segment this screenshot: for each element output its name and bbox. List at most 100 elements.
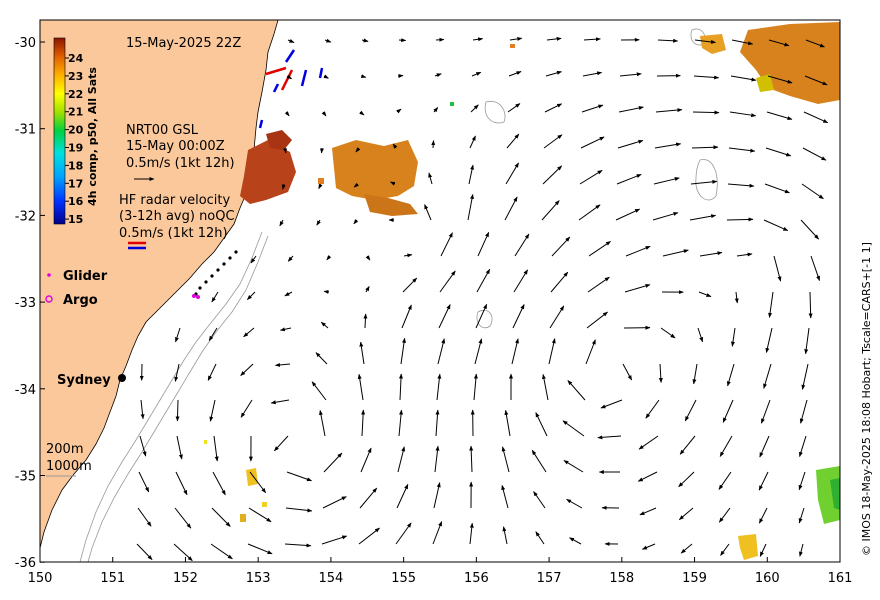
current-arrow <box>467 193 474 221</box>
current-arrow <box>662 249 689 257</box>
current-arrow <box>274 362 291 367</box>
current-arrow <box>798 507 805 524</box>
current-arrow <box>323 289 330 294</box>
current-arrow <box>138 471 150 493</box>
current-arrow <box>803 111 829 124</box>
current-arrow <box>316 219 321 226</box>
current-arrow <box>691 145 719 150</box>
current-arrow <box>549 305 565 329</box>
hf-title: HF radar velocity <box>119 193 231 208</box>
current-arrow <box>720 543 730 556</box>
current-arrow <box>535 412 548 437</box>
current-arrow <box>680 543 693 554</box>
bathymetry-contours <box>79 28 718 562</box>
current-arrow <box>175 399 180 422</box>
current-arrow <box>512 304 525 329</box>
current-arrow <box>281 183 286 190</box>
current-arrow <box>311 381 327 401</box>
current-arrow <box>274 435 289 452</box>
current-arrow <box>321 535 348 545</box>
x-tick-label: 157 <box>537 571 562 586</box>
current-arrow <box>730 75 757 82</box>
current-arrow <box>511 338 519 365</box>
current-arrow <box>600 399 623 409</box>
y-tick-label: -33 <box>15 296 36 311</box>
current-arrow <box>286 471 312 482</box>
argo-marker <box>45 295 53 303</box>
current-arrow <box>175 327 181 343</box>
argo-label: Argo <box>63 293 98 308</box>
current-arrow <box>639 507 657 516</box>
current-arrow <box>615 208 641 221</box>
current-arrow <box>637 471 658 482</box>
current-arrow <box>428 172 433 185</box>
glider-label: Glider <box>63 269 108 284</box>
current-arrow <box>326 255 332 261</box>
current-arrow <box>209 399 216 422</box>
current-arrow <box>679 435 696 455</box>
current-arrow <box>766 111 793 120</box>
gsl-scale: 0.5m/s (1kt 12h) <box>126 156 235 171</box>
current-arrow <box>435 409 440 437</box>
current-arrow <box>365 285 370 293</box>
current-arrow <box>587 276 610 293</box>
current-arrow <box>174 363 180 382</box>
current-arrow <box>759 435 770 458</box>
current-arrow <box>323 74 329 79</box>
colorbar-tick-label: 16 <box>68 195 84 208</box>
plot-area <box>40 20 840 562</box>
current-arrow <box>359 487 378 509</box>
credit-text: © IMOS 18-May-2025 18:08 Hobart; Tscale=… <box>860 242 873 556</box>
current-arrow <box>728 147 756 153</box>
current-arrow <box>765 327 773 354</box>
current-arrow <box>718 471 732 490</box>
current-arrow <box>719 435 733 457</box>
current-arrow <box>660 327 676 339</box>
current-arrow <box>543 134 563 149</box>
current-arrow <box>175 471 188 496</box>
current-arrow <box>504 409 511 437</box>
current-arrow <box>402 277 418 293</box>
colorbar-ticks: 24 23 22 21 20 19 18 17 16 15 <box>65 52 84 226</box>
depth-200-label: 200m <box>46 442 83 457</box>
current-arrow <box>618 106 644 113</box>
current-arrow <box>403 253 413 258</box>
current-arrow <box>653 177 680 185</box>
sydney-label: Sydney <box>57 373 111 388</box>
depth-legend: 200m 1000m <box>46 442 92 477</box>
current-arrow <box>318 409 326 437</box>
current-arrow <box>396 483 409 509</box>
gsl-date: 15-May 00:00Z <box>126 139 225 154</box>
x-tick-label: 154 <box>318 571 343 586</box>
current-arrow <box>768 39 790 47</box>
current-arrow <box>173 543 193 561</box>
current-arrow <box>472 37 484 42</box>
current-arrow <box>398 373 403 401</box>
current-arrow <box>505 162 519 185</box>
x-tick-label: 152 <box>173 571 198 586</box>
current-arrow <box>531 449 547 473</box>
colorbar: 24 23 22 21 20 19 18 17 16 15 4h comp, p50, All S… <box>53 37 99 226</box>
current-arrow <box>692 110 720 115</box>
current-arrow <box>246 291 256 300</box>
map-title: 15-May-2025 22Z <box>126 36 241 51</box>
current-arrow <box>689 214 717 221</box>
current-arrow <box>358 527 380 545</box>
hf-subtitle: (3-12h avg) noQC <box>119 209 235 224</box>
current-arrow <box>619 72 642 77</box>
current-arrow <box>799 399 808 424</box>
current-arrow <box>622 363 633 381</box>
current-arrow <box>726 363 735 387</box>
x-tick-label: 150 <box>28 571 53 586</box>
current-arrow <box>699 251 723 257</box>
current-arrow <box>758 507 768 524</box>
current-arrow <box>514 233 530 257</box>
current-arrow <box>513 269 529 293</box>
current-arrow <box>401 304 412 329</box>
y-tick-label: -31 <box>15 123 36 138</box>
gsl-title: NRT00 GSL <box>126 123 199 138</box>
current-arrow <box>284 291 293 297</box>
x-tick-label: 155 <box>391 571 416 586</box>
current-arrow <box>212 471 226 496</box>
